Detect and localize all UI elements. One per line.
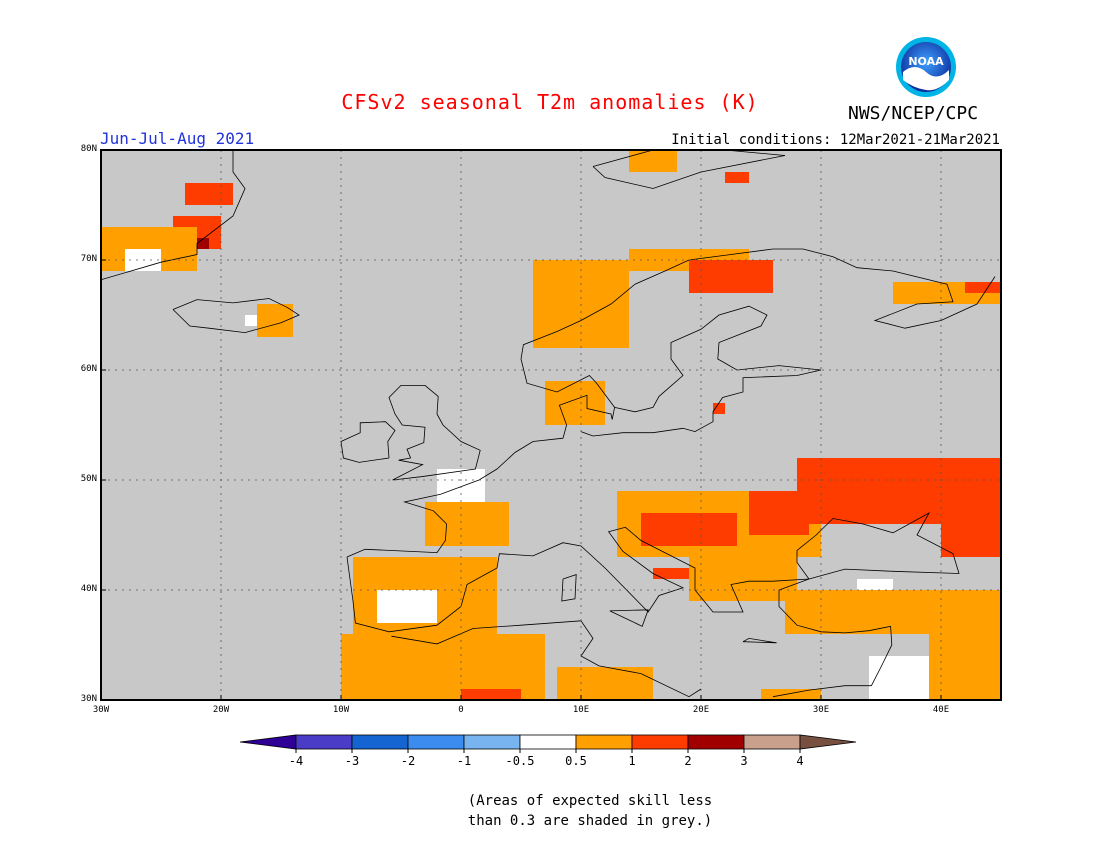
coastline-segment [340,421,396,463]
x-tick-label: 30E [812,705,830,715]
organization-label: NWS/NCEP/CPC [848,103,979,124]
anomaly-cell-warm-1-2 [797,458,1001,524]
colorbar-segment [295,734,353,750]
anomaly-cell-warm-1-2 [689,260,773,293]
anomaly-cell-neutral [437,469,485,502]
logo-text: NOAA [908,55,944,68]
anomaly-cell-warm-0-5-1 [425,502,509,546]
graticule [101,150,1001,700]
colorbar-segment [743,734,801,750]
coastline-segment [346,511,960,633]
colorbar-label: -3 [345,754,359,768]
colorbar-segment [519,734,577,750]
anomaly-cell-neutral [857,579,893,590]
skill-note-line-1: (Areas of expected skill less [467,793,713,809]
anomaly-cell-warm-1-2 [965,282,1001,293]
anomaly-cell-warm-0-5-1 [557,667,653,700]
anomaly-cell-warm-1-2 [185,183,233,205]
x-tick-label: 30W [92,705,110,715]
anomaly-cell-warm-0-5-1 [929,634,1001,700]
coastline-segment [580,305,822,437]
y-tick-label: 30N [80,694,97,704]
anomaly-cell-warm-0-5-1 [545,381,605,425]
coastline-segment [561,574,577,602]
noaa-logo: NOAA [896,37,956,97]
x-tick-label: 10W [332,705,350,715]
anomaly-cell-neutral [245,315,257,326]
colorbar: -4 -3 -2 -1 -0.5 0.5 1 2 3 4 [239,734,857,768]
anomaly-cell-warm-1-2 [653,568,689,579]
anomaly-map [100,149,1002,701]
anomaly-cell-neutral [377,590,437,623]
coastline-segment [172,298,300,334]
coastline-segment [742,637,777,644]
colorbar-label: 4 [796,754,803,768]
skill-note: (Areas of expected skill less than 0.3 a… [440,791,740,831]
anomaly-cell-neutral [869,656,929,700]
colorbar-low-arrow [239,734,297,750]
x-tick-label: 0 [458,705,464,715]
colorbar-label: 2 [684,754,691,768]
anomaly-cell-warm-2-3 [197,238,209,249]
anomaly-cell-warm-0-5-1 [785,590,1001,634]
colorbar-segment [351,734,409,750]
initial-conditions-label: Initial conditions: 12Mar2021-21Mar2021 [671,132,1000,148]
chart-title: CFSv2 seasonal T2m anomalies (K) [341,90,759,114]
anomaly-cell-warm-1-2 [461,689,521,700]
y-tick-label: 50N [80,474,97,484]
anomaly-cell-warm-0-5-1 [629,150,677,172]
coastline-segment [772,578,893,698]
colorbar-label: -1 [457,754,471,768]
colorbar-high-arrow [799,734,857,750]
y-tick-label: 40N [80,584,97,594]
skill-note-line-2: than 0.3 are shaded in grey.) [467,813,713,829]
anomaly-cell-warm-0-5-1 [257,304,293,337]
anomaly-cell-warm-1-2 [941,524,1001,557]
anomaly-cell-warm-1-2 [713,403,725,414]
y-tick-label: 80N [80,144,97,154]
y-tick-label: 70N [80,254,97,264]
colorbar-label: -4 [289,754,303,768]
coastline-segment [100,150,246,281]
colorbar-segment [687,734,745,750]
season-label: Jun-Jul-Aug 2021 [100,129,255,148]
y-tick-label: 60N [80,364,97,374]
x-tick-label: 20W [212,705,230,715]
anomaly-cell-warm-1-2 [641,513,737,546]
colorbar-segment [407,734,465,750]
colorbar-label: 0.5 [565,754,587,768]
coastline-segment [609,609,649,627]
x-tick-label: 20E [692,705,710,715]
colorbar-segment [463,734,521,750]
coastline-segment [388,385,481,481]
x-tick-label: 10E [572,705,590,715]
colorbar-label: 3 [740,754,747,768]
anomaly-cell-warm-1-2 [725,172,749,183]
anomaly-cell-warm-0-5-1 [689,557,797,601]
x-tick-label: 40E [932,705,950,715]
colorbar-label: 1 [628,754,635,768]
map-frame [100,149,1002,701]
colorbar-label: -0.5 [506,754,535,768]
colorbar-segment [631,734,689,750]
coastline-segment [346,248,996,558]
anomaly-cell-warm-0-5-1 [761,689,821,700]
colorbar-segment [575,734,633,750]
colorbar-label: -2 [401,754,415,768]
